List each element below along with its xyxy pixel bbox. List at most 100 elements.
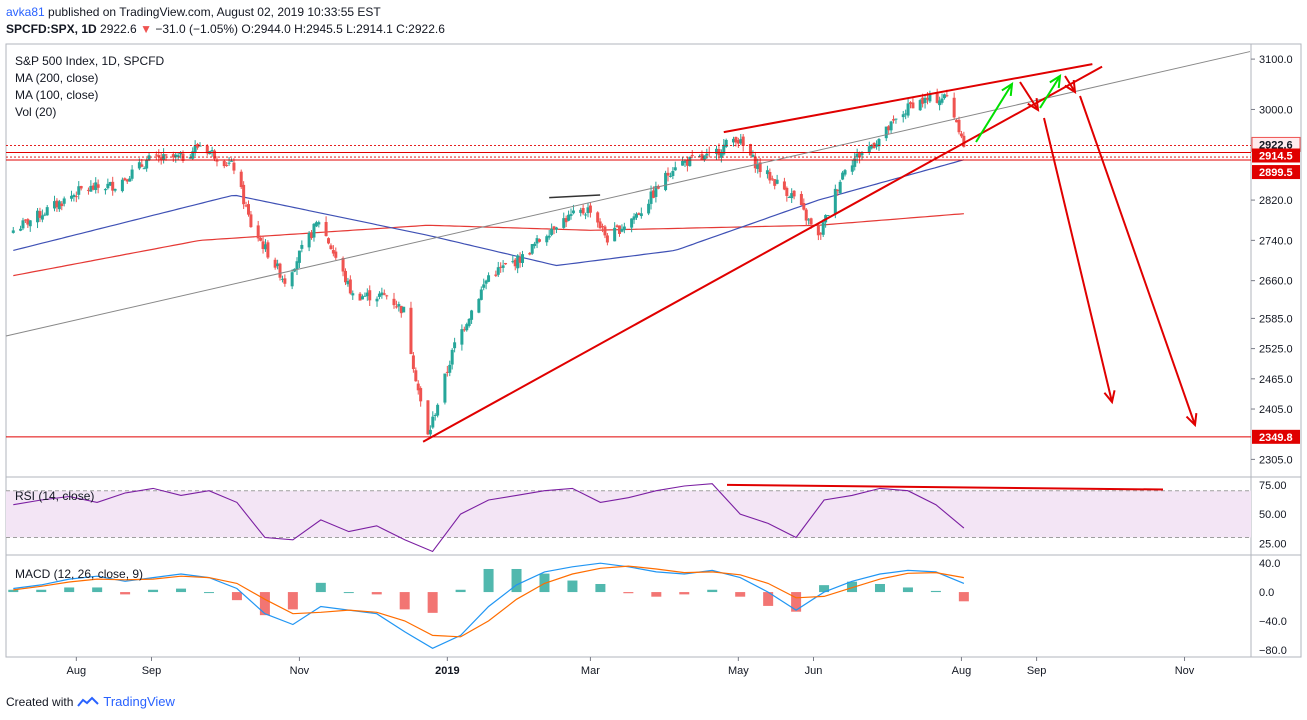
candle-body (904, 113, 908, 115)
candle-body (392, 298, 396, 306)
candle-body (428, 429, 432, 435)
candle-body (310, 232, 314, 239)
candle-body (959, 133, 963, 137)
candle-body (249, 214, 253, 228)
macd-histogram-bar (148, 589, 159, 593)
candle-body (11, 230, 15, 233)
candle-body (938, 100, 942, 106)
candle-body (360, 296, 364, 300)
macd-histogram-bar (92, 587, 103, 593)
candle-body (273, 259, 277, 268)
macd-histogram-bar (791, 592, 802, 612)
price-tick-label: 3000.0 (1259, 104, 1293, 116)
candle-body (957, 119, 961, 133)
macd-tick-label: 0.0 (1259, 587, 1274, 599)
candle-body (191, 151, 195, 159)
candle-body (945, 95, 949, 97)
candle-body (775, 179, 779, 184)
candle-body (351, 293, 355, 296)
price-label: 2899.5 (1259, 167, 1293, 179)
candle-body (414, 370, 418, 382)
rsi-tick-label: 75.00 (1259, 480, 1287, 492)
candle-body (145, 160, 149, 169)
red-arrow (1079, 95, 1196, 426)
candle-body (739, 139, 743, 144)
candle-body (380, 292, 384, 296)
tradingview-brand[interactable]: TradingView (103, 694, 175, 709)
candle-body (36, 210, 40, 223)
price-tick-label: 2585.0 (1259, 313, 1293, 325)
candle-body (38, 211, 42, 218)
candle-body (581, 208, 585, 214)
candle-body (719, 152, 723, 158)
candle-body (632, 216, 636, 220)
macd-histogram-bar (287, 592, 298, 610)
legend-rsi[interactable]: RSI (14, close) (15, 489, 95, 503)
candle-body (715, 148, 719, 154)
tradingview-logo-icon (77, 696, 100, 707)
candle-body (668, 175, 672, 177)
time-tick-label: Jun (805, 665, 823, 677)
candle-body (232, 162, 236, 171)
candle-body (833, 188, 837, 215)
candle-body (722, 144, 726, 155)
legend-ma100[interactable]: MA (100, close) (15, 88, 99, 102)
candle-body (213, 150, 217, 159)
price-label-box (1252, 165, 1300, 180)
macd-signal-line (13, 565, 965, 638)
candle-body (567, 214, 571, 221)
candle-body (227, 162, 231, 164)
legend-ma200[interactable]: MA (200, close) (15, 71, 99, 85)
candle-body (911, 102, 915, 109)
symbol-name[interactable]: SPCFD:SPX, 1D (6, 22, 97, 36)
candle-body (394, 306, 398, 308)
candle-body (222, 161, 226, 167)
candle-body (142, 168, 146, 170)
macd-histogram-bar (259, 592, 270, 616)
candle-body (188, 157, 192, 159)
candle-body (40, 215, 44, 220)
candle-body (550, 228, 554, 235)
candle-body (935, 93, 939, 103)
candle-body (928, 94, 932, 102)
candle-body (45, 207, 49, 216)
macd-histogram-bar (399, 592, 410, 610)
candle-body (596, 212, 600, 223)
candle-body (571, 210, 575, 214)
candle-body (504, 262, 508, 265)
candle-body (72, 194, 76, 198)
wedge-lower-line (422, 65, 1103, 443)
candle-body (205, 145, 209, 154)
candle-body (821, 222, 825, 235)
candle-body (484, 280, 488, 284)
candle-body (698, 155, 702, 157)
candle-body (843, 170, 847, 175)
candle-body (654, 186, 658, 197)
candle-body (906, 103, 910, 116)
time-tick-label: 2019 (435, 665, 459, 677)
candle-body (518, 257, 522, 263)
price-label: 2914.5 (1259, 151, 1293, 163)
legend-macd[interactable]: MACD (12, 26, close, 9) (15, 567, 144, 581)
candle-body (605, 235, 609, 243)
candle-body (790, 193, 794, 199)
macd-histogram-bar (511, 568, 522, 593)
candle-body (399, 305, 403, 314)
macd-histogram-bar (8, 589, 19, 593)
candle-body (106, 183, 110, 189)
candle-body (467, 319, 471, 326)
candle-body (836, 190, 840, 192)
author-link[interactable]: avka81 (6, 5, 45, 19)
candle-body (513, 259, 517, 267)
candle-body (562, 218, 566, 228)
candle-body (705, 153, 709, 156)
main-legend-title[interactable]: S&P 500 Index, 1D, SPCFD (15, 54, 165, 68)
candle-body (516, 255, 520, 269)
rsi-tick-label: 50.00 (1259, 509, 1287, 521)
candle-body (918, 100, 922, 111)
legend-vol[interactable]: Vol (20) (15, 105, 57, 119)
candle-body (314, 222, 318, 227)
candle-body (324, 222, 328, 237)
macd-histogram-bar (36, 589, 47, 593)
